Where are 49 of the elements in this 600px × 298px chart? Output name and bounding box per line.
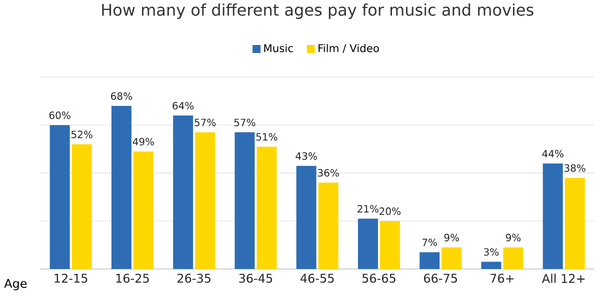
- bar: [542, 163, 563, 269]
- data-label: 52%: [71, 130, 92, 138]
- x-tick-label: 12-15: [54, 274, 88, 283]
- x-axis-title: Age: [4, 279, 27, 290]
- data-label: 68%: [111, 92, 132, 100]
- bar: [296, 166, 316, 269]
- x-tick-label: 56-65: [362, 274, 396, 283]
- bar: [481, 262, 502, 269]
- bar: [195, 132, 216, 269]
- chart-title: How many of different ages pay for music and movies: [102, 3, 534, 19]
- x-tick-label: 26-35: [178, 274, 210, 283]
- data-label: 44%: [542, 150, 564, 158]
- data-label: 43%: [296, 152, 317, 160]
- legend-label: Music: [264, 44, 293, 52]
- bar: [256, 146, 277, 269]
- legend-label: Film / Video: [318, 44, 379, 54]
- data-label: 64%: [172, 102, 194, 110]
- data-label: 20%: [380, 207, 401, 215]
- data-label: 57%: [234, 118, 256, 126]
- bar: [50, 125, 70, 269]
- data-label: 38%: [564, 164, 586, 172]
- bar: [72, 144, 92, 269]
- data-label: 3%: [484, 248, 499, 256]
- data-label: 57%: [194, 118, 216, 126]
- bar: [234, 132, 255, 269]
- data-label: 36%: [318, 169, 339, 177]
- bar: [380, 221, 400, 269]
- x-tick-label: 46-55: [300, 274, 334, 283]
- data-label: 21%: [358, 205, 379, 213]
- data-label: 9%: [444, 234, 459, 242]
- bar: [358, 218, 378, 269]
- bar: [420, 252, 440, 269]
- data-label: 9%: [506, 234, 521, 242]
- x-tick-label: 16-25: [116, 274, 149, 283]
- x-tick-label: 76+: [490, 274, 514, 283]
- bar: [503, 247, 524, 269]
- x-tick-label: All 12+: [542, 274, 585, 283]
- bar: [442, 247, 462, 269]
- x-tick-label: 66-75: [424, 274, 457, 283]
- data-label: 51%: [256, 133, 278, 141]
- x-tick-label: 36-45: [239, 274, 272, 283]
- data-label: 49%: [132, 138, 154, 146]
- bar: [111, 106, 132, 269]
- bar: [564, 178, 585, 269]
- data-label: 7%: [422, 238, 437, 246]
- bar: [173, 116, 194, 269]
- bar: [318, 182, 338, 269]
- data-label: 60%: [49, 111, 70, 120]
- bar: [133, 151, 154, 269]
